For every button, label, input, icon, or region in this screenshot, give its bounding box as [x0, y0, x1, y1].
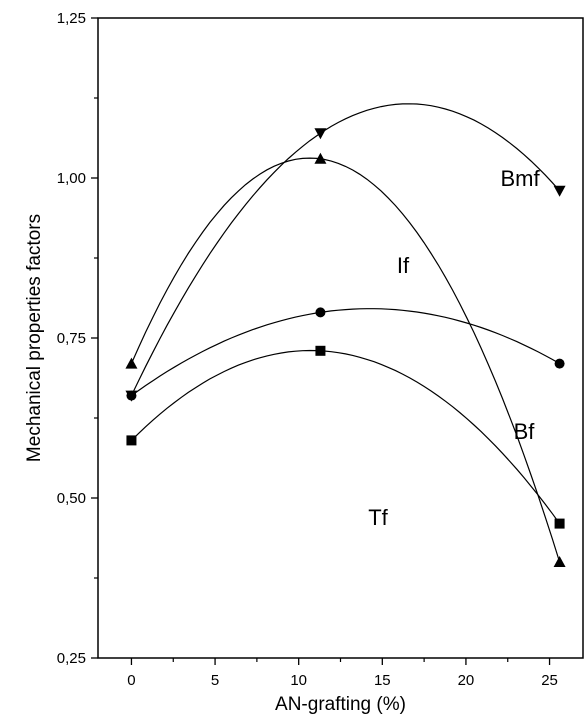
series-curves — [130, 103, 561, 563]
marker-bf — [126, 390, 137, 401]
series-label-if: If — [397, 253, 410, 278]
marker-bf — [554, 358, 565, 369]
y-tick-label: 0,25 — [57, 650, 86, 667]
marker-if — [125, 357, 138, 369]
marker-bf — [315, 307, 326, 318]
series-line-if — [130, 157, 561, 563]
y-axis: 0,25 0,50 0,75 1,00 1,25 — [57, 10, 98, 667]
x-axis-title: AN-grafting (%) — [275, 694, 406, 715]
series-labels: Bmf If Bf Tf — [368, 166, 540, 530]
marker-if — [553, 556, 566, 567]
x-tick-label: 0 — [127, 672, 135, 689]
series-line-bmf — [130, 103, 561, 396]
marker-tf — [554, 518, 565, 529]
series-label-bmf: Bmf — [500, 166, 540, 191]
marker-bmf — [553, 185, 566, 197]
series-line-tf — [130, 349, 561, 524]
x-tick-label: 25 — [541, 672, 558, 689]
series-line-bf — [131, 308, 560, 397]
marker-if — [314, 152, 327, 164]
y-tick-label: 1,00 — [57, 170, 86, 187]
marker-tf — [315, 345, 326, 356]
series-label-bf: Bf — [514, 419, 536, 444]
series-markers — [125, 128, 566, 567]
x-tick-label: 15 — [374, 672, 391, 689]
plot-frame — [97, 17, 584, 659]
marker-tf — [126, 435, 137, 446]
marker-bmf — [314, 128, 327, 140]
series-label-tf: Tf — [368, 505, 388, 530]
x-tick-label: 5 — [211, 672, 219, 689]
y-axis-title: Mechanical properties factors — [24, 214, 45, 462]
x-tick-label: 10 — [290, 672, 307, 689]
y-tick-label: 0,75 — [57, 330, 86, 347]
x-tick-label: 20 — [458, 672, 475, 689]
x-axis: 0 5 10 15 20 25 — [127, 658, 558, 689]
y-tick-label: 1,25 — [57, 10, 86, 27]
y-tick-label: 0,50 — [57, 490, 86, 507]
